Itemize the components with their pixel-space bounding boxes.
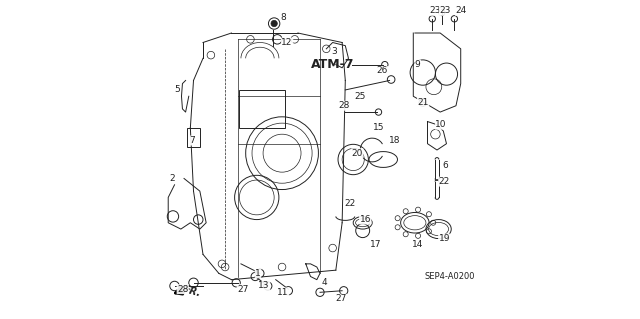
Text: 13: 13 <box>259 281 270 291</box>
Text: 19: 19 <box>438 234 450 243</box>
Text: 4: 4 <box>321 278 327 287</box>
Text: 5: 5 <box>174 85 180 94</box>
Text: 27: 27 <box>335 294 346 303</box>
Text: 24: 24 <box>455 6 467 15</box>
Circle shape <box>271 20 277 27</box>
Text: 25: 25 <box>354 92 365 101</box>
Text: 14: 14 <box>412 241 423 249</box>
Text: 23: 23 <box>429 6 440 15</box>
Text: FR.: FR. <box>182 285 202 299</box>
Text: 22: 22 <box>345 199 356 208</box>
Text: 11: 11 <box>277 288 289 297</box>
Text: 21: 21 <box>417 98 429 107</box>
Text: 12: 12 <box>282 38 292 47</box>
Text: 17: 17 <box>370 241 381 249</box>
Text: 7: 7 <box>189 136 195 145</box>
Text: 20: 20 <box>351 149 363 158</box>
Text: 10: 10 <box>435 120 447 129</box>
Text: 8: 8 <box>280 13 286 22</box>
Text: 16: 16 <box>360 215 371 224</box>
Text: 9: 9 <box>415 60 420 69</box>
Text: 26: 26 <box>376 66 388 76</box>
Text: 27: 27 <box>237 285 248 294</box>
Text: 2: 2 <box>170 174 175 183</box>
Text: 22: 22 <box>438 177 450 186</box>
Text: 28: 28 <box>177 285 188 294</box>
Bar <box>239 90 285 128</box>
Bar <box>187 128 200 147</box>
Text: 18: 18 <box>389 136 401 145</box>
Text: SEP4-A0200: SEP4-A0200 <box>424 272 475 281</box>
Text: 15: 15 <box>373 123 385 132</box>
Text: 1: 1 <box>255 269 261 278</box>
Text: ATM-7: ATM-7 <box>310 58 354 71</box>
Text: 6: 6 <box>443 161 449 170</box>
Text: 3: 3 <box>331 48 337 56</box>
Text: 23: 23 <box>440 6 451 15</box>
Text: 28: 28 <box>339 101 349 110</box>
